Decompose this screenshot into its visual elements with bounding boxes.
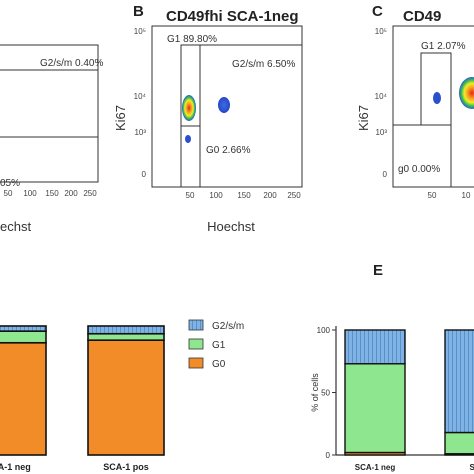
panel-b-gate-g2-label: G2/s/m 6.50% <box>232 59 295 70</box>
legend-swatch-g0 <box>188 357 204 369</box>
panel-b-xtick: 150 <box>237 191 251 200</box>
chart-d-bars <box>0 325 165 456</box>
panel-c-ylabel: Ki67 <box>356 105 371 131</box>
panel-c-ytick: 10⁵ <box>375 27 387 36</box>
chart-d-category-label: SCA-1 neg <box>0 462 31 472</box>
panel-b-xtick: 250 <box>287 191 301 200</box>
bar-segment-g2-s-m <box>344 329 406 365</box>
chart-d-category-label: SCA-1 pos <box>103 462 149 472</box>
panel-c-gate-g1 <box>420 52 452 126</box>
panel-c-population-main <box>459 77 474 109</box>
bar-segment-g0 <box>0 341 47 456</box>
panel-c-frame <box>392 25 474 188</box>
panel-a-gate-g0: 05% <box>0 178 20 189</box>
panel-b-xtick: 100 <box>209 191 223 200</box>
chart-e-ytick-label: 0 <box>326 451 331 460</box>
chart-e-category-label: SCA-1 neg <box>355 463 396 472</box>
panel-b-population-g2 <box>218 97 230 113</box>
panel-b-gate-g1-label: G1 89.80% <box>167 34 217 45</box>
panel-b-ytick: 10⁴ <box>134 92 147 101</box>
chart-d-xlabels: SCA-1 neg SCA-1 pos <box>0 462 149 472</box>
panel-b-letter: B <box>133 3 144 20</box>
panel-b-ylabel: Ki67 <box>113 105 128 131</box>
chart-e-category-label: SC <box>469 463 474 472</box>
panel-a-x-ticks: 50 100 150 200 250 <box>4 189 98 198</box>
panel-b-ytick: 10⁵ <box>134 27 146 36</box>
panel-e: E <box>373 262 383 279</box>
panel-c-population-small <box>433 92 441 104</box>
panel-b-x-ticks: 50 100 150 200 250 <box>186 191 302 200</box>
panel-c: C CD49 10⁵ 10⁴ 10³ 0 Ki67 G1 2.07% g0 0.… <box>356 3 474 200</box>
bar-segment-g1 <box>0 330 47 344</box>
panel-a-xtick: 100 <box>23 189 37 198</box>
panel-a: G2/s/m 0.40% 05% 50 100 150 200 250 echs… <box>0 44 103 234</box>
bar-segment-g2-s-m <box>87 325 165 335</box>
panel-c-ytick: 10⁴ <box>375 92 388 101</box>
chart-e-ytick-label: 50 <box>321 389 330 398</box>
panel-b-gate-g2 <box>199 44 303 188</box>
bar-segment-g2-s-m <box>0 325 47 332</box>
stacked-bar-chart-percent: 0 50 100 % of cells SCA-1 neg SC <box>310 326 474 472</box>
panel-a-xtick: 200 <box>64 189 78 198</box>
panel-b-xtick: 200 <box>263 191 277 200</box>
stacked-bar-chart-counts: SCA-1 neg SCA-1 pos G2/s/m G1 G0 <box>0 319 244 472</box>
chart-e-ytick-label: 100 <box>317 326 331 335</box>
legend-label-g1: G1 <box>212 340 226 351</box>
panel-c-letter: C <box>372 3 383 20</box>
panel-b-gate-g0-label: G0 2.66% <box>206 145 251 156</box>
bar-segment-g1 <box>444 431 474 455</box>
panel-c-ytick: 0 <box>383 170 388 179</box>
legend-swatch-g2-s-m <box>188 319 204 331</box>
panel-c-xtick: 50 <box>428 191 437 200</box>
panel-a-gate-g2: G2/s/m 0.40% <box>40 58 103 69</box>
panel-a-xtick: 250 <box>83 189 97 198</box>
bar-segment-g0 <box>87 339 165 456</box>
chart-e-bars <box>344 329 474 456</box>
panel-b-title: CD49fhi SCA-1neg <box>166 8 299 25</box>
panel-b-ytick: 10³ <box>134 128 146 137</box>
chart-e-ylabel: % of cells <box>310 373 320 412</box>
panel-c-y-ticks: 10⁵ 10⁴ 10³ 0 <box>375 27 388 179</box>
panel-b-ytick: 0 <box>142 170 147 179</box>
panel-c-x-ticks: 50 10 <box>428 191 471 200</box>
legend-swatch-g1 <box>188 338 204 350</box>
panel-a-xtick: 50 <box>4 189 13 198</box>
panel-c-gate-g1-label: G1 2.07% <box>421 41 466 52</box>
legend-label-g2-s-m: G2/s/m <box>212 321 244 332</box>
panel-c-gate-g0-label: g0 0.00% <box>398 164 440 175</box>
panel-a-xtick: 150 <box>45 189 59 198</box>
bar-segment-g1 <box>87 332 165 341</box>
panel-a-frame <box>0 44 99 183</box>
bar-segment-g2-s-m <box>444 329 474 434</box>
chart-e-xlabels: SCA-1 neg SC <box>355 463 474 472</box>
panel-c-xtick: 10 <box>462 191 471 200</box>
panel-b: B CD49fhi SCA-1neg 10⁵ 10⁴ 10³ 0 Ki67 G1… <box>113 3 303 234</box>
panel-b-population-g0 <box>185 135 191 143</box>
chart-d-legend: G2/s/m G1 G0 <box>188 319 244 370</box>
panel-b-y-ticks: 10⁵ 10⁴ 10³ 0 <box>134 27 147 179</box>
panel-a-xlabel: echst <box>0 219 31 234</box>
panel-c-ytick: 10³ <box>375 128 387 137</box>
panel-c-title: CD49 <box>403 8 441 25</box>
legend-label-g0: G0 <box>212 359 226 370</box>
panel-b-xlabel: Hoechst <box>207 219 255 234</box>
bar-segment-g1 <box>344 363 406 454</box>
panel-b-xtick: 50 <box>186 191 195 200</box>
panel-b-population-g1 <box>182 95 196 121</box>
panel-e-letter: E <box>373 262 383 279</box>
